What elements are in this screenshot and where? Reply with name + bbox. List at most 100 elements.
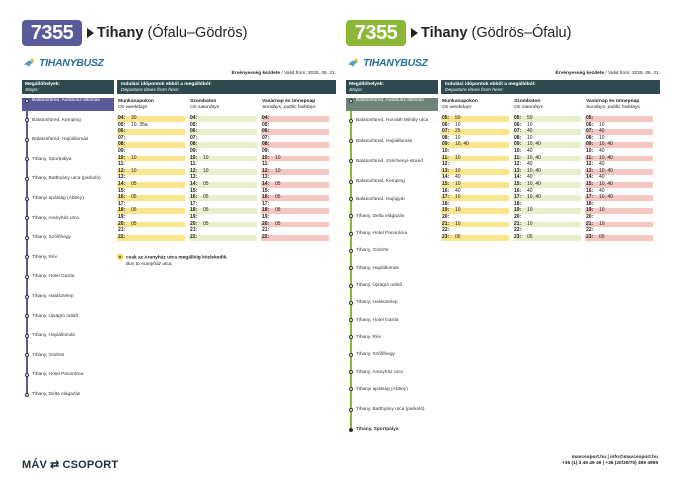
departure-cell: 19: (189, 214, 257, 221)
stop-dot-icon (349, 352, 353, 357)
stop-name: Tihany, Halásztelep (32, 294, 74, 299)
stop-name: Tihany, Sportpálya (356, 427, 399, 433)
stop-item: Tihany, Hotel Panoráma (22, 372, 114, 379)
validity-date: Érvényesség kezdete / Valid from: 2025. … (231, 71, 336, 76)
stop-name: Balatonfüred, Kemping (356, 179, 405, 185)
route-header: 7355 Tihany (Gödrös–Ófalu) (346, 20, 571, 46)
stop-item: Balatonfüred, Autóbusz-állomás (22, 98, 114, 111)
departure-cell: 08: (261, 142, 329, 149)
departure-cell: 18: (585, 201, 653, 208)
timetable-row: 19: 10 19: 10 19: 10 (441, 207, 660, 215)
column-header: Vasárnap és ünnepnap Sundays, public holi… (262, 99, 316, 110)
stop-item: Tihany, Aranyház utca (22, 216, 114, 223)
timetable-row: 21: 10 21: 10 21: 10 (441, 221, 660, 228)
stop-item: Tihany, Újsägró üdülő (22, 314, 114, 321)
departure-cell: 08: (189, 142, 257, 149)
timetable-row: 17: 17: 17: (117, 201, 336, 208)
stop-item: Balatonfüred, Hajóállomás (346, 139, 438, 152)
stop-dot-icon (25, 353, 29, 358)
timetable-row: 19: 19: 19: (117, 214, 336, 221)
departure-cell: 11: (261, 161, 329, 168)
departure-cell: 22: (189, 234, 257, 241)
stop-item: Balatonfüred, Kemping (346, 179, 438, 186)
timetable-row: 10: 10: 40 10: 40 (441, 148, 660, 155)
departure-cell: 15: 10 (441, 181, 509, 188)
stop-name: Tihany, Batthyány utca (parkoló) (32, 176, 101, 182)
departure-cell: 09: (261, 148, 329, 155)
departure-cell: 21: (261, 227, 329, 234)
timetable-row: 11: 10 11: 10, 40 11: 10, 40 (441, 155, 660, 162)
timetable-row: 15: 10 15: 10, 40 15: 10, 40 (441, 181, 660, 188)
timetable-row: 04: 30 04: 04: (117, 115, 336, 122)
departure-cell: 11: 10, 40 (585, 155, 653, 162)
departure-cell: 15: 10, 40 (585, 181, 653, 188)
departure-cell: 04: (261, 115, 329, 122)
direction-arrow-icon (87, 28, 94, 38)
stop-item: Tihany, Szőlőhegy (346, 352, 438, 359)
stop-dot-icon (25, 294, 29, 299)
departure-cell: 05: 50 (441, 115, 509, 122)
stop-dot-icon (25, 118, 29, 123)
stop-dot-icon (25, 157, 29, 162)
departure-cell: 19: 10 (585, 207, 653, 215)
stop-name: Tihany, Szőlőhegy (356, 352, 395, 358)
stop-name: Tihany, Hotel Panoráma (356, 231, 408, 237)
timetable-row: 09: 09: 09: (117, 148, 336, 155)
stop-dot-icon (349, 214, 353, 219)
departure-cell: 22: (585, 227, 653, 234)
stop-item: Tihany, Szőlőhegy (22, 235, 114, 242)
departure-cell: 15: (261, 188, 329, 195)
departure-cell: 21: (117, 227, 185, 234)
departure-cell: 08: 10 (441, 135, 509, 142)
departure-cell: 21: (189, 227, 257, 234)
departure-cell: 07: 40 (513, 128, 581, 135)
departure-cell: 16: 05 (261, 194, 329, 201)
departure-cell: 18: 05 (117, 207, 185, 215)
departure-cell: 18: 05 (189, 207, 257, 215)
stop-item: Tihany, Aranyház utca (346, 370, 438, 377)
departure-cell: 17: (117, 201, 185, 208)
departure-cell: 10: 10 (261, 155, 329, 162)
timetable-row: 20: 20: 20: (441, 214, 660, 221)
departure-cell: 18: (441, 201, 509, 208)
stop-item: Balatonfüred, Hajógyár (346, 197, 438, 204)
stop-name: Tihany, Hajóállomás (356, 265, 399, 271)
departure-cell: 14: 05 (261, 181, 329, 188)
departure-cell: 04: 30 (117, 115, 185, 122)
departure-cell: 13: 10, 40 (513, 168, 581, 175)
departure-cell: 20: 05 (189, 221, 257, 228)
column-header: Munkanapokon On weekdays (118, 99, 154, 110)
timetable-row: 21: 21: 21: (117, 227, 336, 234)
stop-dot-icon (25, 216, 29, 221)
departure-cell: 06: 10 (441, 122, 509, 129)
stop-dot-icon (349, 248, 353, 253)
departure-cell: 16: 40 (585, 188, 653, 195)
departure-cell: 11: (117, 161, 185, 168)
tihanybusz-logo: TIHANYBUSZ (346, 55, 428, 71)
stop-name: Tihany, Hotel Garda (356, 317, 399, 323)
stop-dot-icon (349, 283, 353, 288)
column-header: Vasárnap és ünnepnap Sundays, public holi… (586, 99, 640, 110)
stop-dot-icon (349, 179, 353, 184)
departure-cell: 13: 10, 40 (585, 168, 653, 175)
stop-name: Tihany, Gödrös (356, 248, 389, 254)
stop-name: Tihany, Újsägró üdülő (356, 283, 403, 288)
stop-dot-icon (349, 118, 353, 123)
departure-cell: 16: 05 (189, 194, 257, 201)
departure-cell: 14: 05 (189, 181, 257, 188)
stop-dot-icon (349, 335, 353, 340)
stop-dot-icon (25, 372, 29, 377)
timetable-row: 13: 13: 13: (117, 175, 336, 182)
stop-name: Tihany, Hajóállomás (32, 333, 75, 339)
route-title: Tihany (Gödrös–Ófalu) (421, 25, 572, 41)
stop-item: Tihany, Hajóállomás (346, 266, 438, 273)
stops-header: Megállóhelyek: Stops: (346, 80, 438, 94)
departure-cell: 05: (189, 122, 257, 129)
stop-name: Tihany, Rév (356, 334, 382, 340)
departure-cell: 11: (189, 161, 257, 168)
timetable-row: 12: 10 12: 10 12: 10 (117, 168, 336, 175)
stop-name: Tihany, Aranyház utca (32, 215, 79, 221)
timetable-row: 05: 10, 35a 05: 05: (117, 122, 336, 129)
departure-cell: 19: (261, 214, 329, 221)
departure-cell: 22: (261, 234, 329, 241)
